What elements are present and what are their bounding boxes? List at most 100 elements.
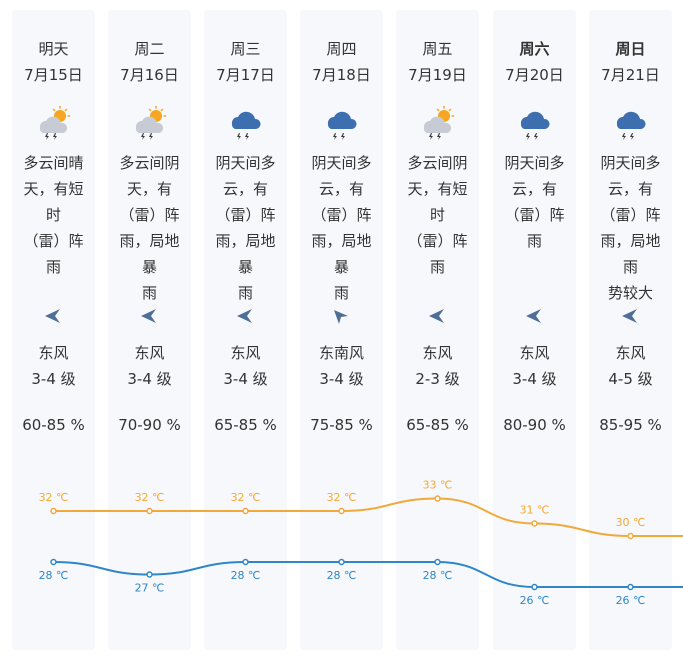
- weather-description-line: 云，有: [318, 180, 364, 198]
- weather-description-line: 云，有: [511, 180, 557, 198]
- wind-direction-label: 东风: [422, 344, 453, 362]
- weather-description-line: 天，有短时: [407, 180, 468, 224]
- high-temperature-label: 32 ℃: [327, 491, 357, 504]
- weather-description: 阴天间多云，有 （雷）阵雨，局地暴雨: [210, 150, 281, 306]
- overcast-thunder-rain-icon: [613, 106, 647, 140]
- humidity-range: 75-85 %: [310, 416, 373, 434]
- wind-level: 4-5 级: [608, 370, 653, 388]
- day-label: 周二: [134, 40, 165, 58]
- east-wind-arrow-icon: [427, 306, 447, 326]
- high-temperature-line: [53, 497, 683, 537]
- high-temperature-label: 33 ℃: [423, 479, 453, 492]
- weather-description-line: （雷）阵: [215, 206, 276, 224]
- low-temperature-label: 26 ℃: [616, 594, 646, 607]
- low-temperature-point: [338, 558, 345, 566]
- overcast-thunder-rain-icon: [324, 106, 358, 140]
- low-temperature-point: [50, 558, 57, 566]
- low-temperature-point: [146, 571, 153, 578]
- high-temperature-point: [531, 520, 538, 527]
- weather-description: 阴天间多 云，有 （雷）阵雨: [499, 150, 570, 254]
- date-label: 7月15日: [24, 66, 83, 84]
- weather-description-line: 雨，局地暴: [215, 232, 276, 276]
- weather-description-line: 阴天间多: [215, 154, 276, 172]
- forecast-day-column: 周日 7月21日 阴天间多 云，有 （雷）阵 雨，局地雨 势较大 东风 4-5 级 85-95 %: [589, 10, 672, 650]
- weather-description-line: 雨，局地雨: [600, 232, 661, 276]
- high-temperature-point: [434, 495, 441, 502]
- date-label: 7月19日: [408, 66, 467, 84]
- forecast-day-column: 周四 7月18日阴天间多云，有 （雷）阵雨，局地暴雨东南风 3-4 级 75-85 %: [300, 10, 383, 650]
- weather-description-line: （雷）阵: [119, 206, 180, 224]
- wind-level: 3-4 级: [223, 370, 268, 388]
- date-label: 7月20日: [505, 66, 564, 84]
- high-temperature-point: [242, 507, 249, 515]
- low-temperature-label: 27 ℃: [135, 582, 165, 595]
- overcast-thunder-rain-icon: [517, 106, 551, 140]
- weather-description-line: 雨: [237, 284, 253, 302]
- humidity-range: 80-90 %: [503, 416, 566, 434]
- weather-description-line: 云，有: [607, 180, 653, 198]
- day-label: 周六: [519, 40, 550, 58]
- weather-description-line: 雨: [333, 284, 349, 302]
- forecast-day-column: 周三 7月17日 阴天间多 云，有 （雷）阵 雨，局地暴雨东风 3-4 级 65-85 %: [204, 10, 287, 650]
- date-label: 7月21日: [601, 66, 660, 84]
- weather-description-line: 天，有: [126, 180, 172, 198]
- forecast-day-column: 明天 7月15日 多云间晴 天，有短时 （雷）阵雨 东风 3-4 级 60-85 %: [12, 10, 95, 650]
- wind-direction-label: 东风: [134, 344, 165, 362]
- high-temperature-label: 31 ℃: [520, 504, 550, 517]
- weather-description-line: 雨，局地暴: [119, 232, 180, 276]
- date-label: 7月17日: [216, 66, 275, 84]
- day-label: 周三: [230, 40, 261, 58]
- low-temperature-label: 26 ℃: [520, 594, 550, 607]
- high-temperature-point: [627, 532, 634, 540]
- high-temperature-point: [338, 507, 345, 515]
- high-temperature-point: [146, 507, 153, 515]
- low-temperature-line: [53, 560, 683, 589]
- high-temperature-label: 32 ℃: [135, 491, 165, 504]
- wind-level: 2-3 级: [415, 370, 460, 388]
- partly-cloudy-thunder-rain-icon: [132, 106, 166, 140]
- day-label: 周四: [326, 40, 357, 58]
- weather-description-line: （雷）阵: [600, 206, 661, 224]
- weather-description-line: 阴天间多: [600, 154, 661, 172]
- weather-description-line: （雷）阵雨: [504, 206, 565, 250]
- overcast-thunder-rain-icon: [228, 106, 262, 140]
- east-wind-arrow-icon: [524, 306, 544, 326]
- weather-description-line: 阴天间多: [311, 154, 372, 172]
- east-wind-arrow-icon: [139, 306, 159, 326]
- wind-level: 3-4 级: [127, 370, 172, 388]
- weather-description-line: （雷）阵: [311, 206, 372, 224]
- low-temperature-point: [242, 558, 249, 566]
- humidity-range: 65-85 %: [406, 416, 469, 434]
- weather-description-line: 天，有短时: [23, 180, 84, 224]
- weather-description: 阴天间多 云，有 （雷）阵 雨，局地雨 势较大: [595, 150, 666, 306]
- weather-description: 阴天间多云，有 （雷）阵雨，局地暴雨: [306, 150, 377, 306]
- weather-description-line: 雨，局地暴: [311, 232, 372, 276]
- east-wind-arrow-icon: [43, 306, 63, 326]
- wind-direction-label: 东南风: [318, 344, 364, 362]
- wind-level: 3-4 级: [512, 370, 557, 388]
- wind-direction-label: 东风: [230, 344, 261, 362]
- wind-direction-label: 东风: [38, 344, 69, 362]
- low-temperature-label: 28 ℃: [423, 569, 453, 582]
- date-label: 7月18日: [312, 66, 371, 84]
- weather-description-line: （雷）阵雨: [407, 232, 468, 276]
- weather-description-line: （雷）阵雨: [23, 232, 84, 276]
- partly-cloudy-thunder-rain-icon: [420, 106, 454, 140]
- wind-direction-label: 东风: [519, 344, 550, 362]
- humidity-range: 70-90 %: [118, 416, 181, 434]
- weather-description: 多云间阴 天，有短时 （雷）阵雨: [402, 150, 473, 280]
- wind-level: 3-4 级: [319, 370, 364, 388]
- low-temperature-label: 28 ℃: [231, 569, 261, 582]
- date-label: 7月16日: [120, 66, 179, 84]
- weather-description: 多云间晴 天，有短时 （雷）阵雨: [18, 150, 89, 280]
- partly-cloudy-thunder-rain-icon: [36, 106, 70, 140]
- east-wind-arrow-icon: [620, 306, 640, 326]
- high-temperature-label: 32 ℃: [231, 491, 261, 504]
- low-temperature-label: 28 ℃: [39, 569, 69, 582]
- weather-description-line: 云，有: [222, 180, 268, 198]
- weather-description-line: 多云间阴: [119, 154, 180, 172]
- wind-direction-label: 东风: [615, 344, 646, 362]
- forecast-day-column: 周五 7月19日 多云间阴 天，有短时 （雷）阵雨 东风 2-3 级 65-85 %: [396, 10, 479, 650]
- day-label: 周日: [615, 40, 646, 58]
- weather-description: 多云间阴 天，有 （雷）阵 雨，局地暴雨: [114, 150, 185, 306]
